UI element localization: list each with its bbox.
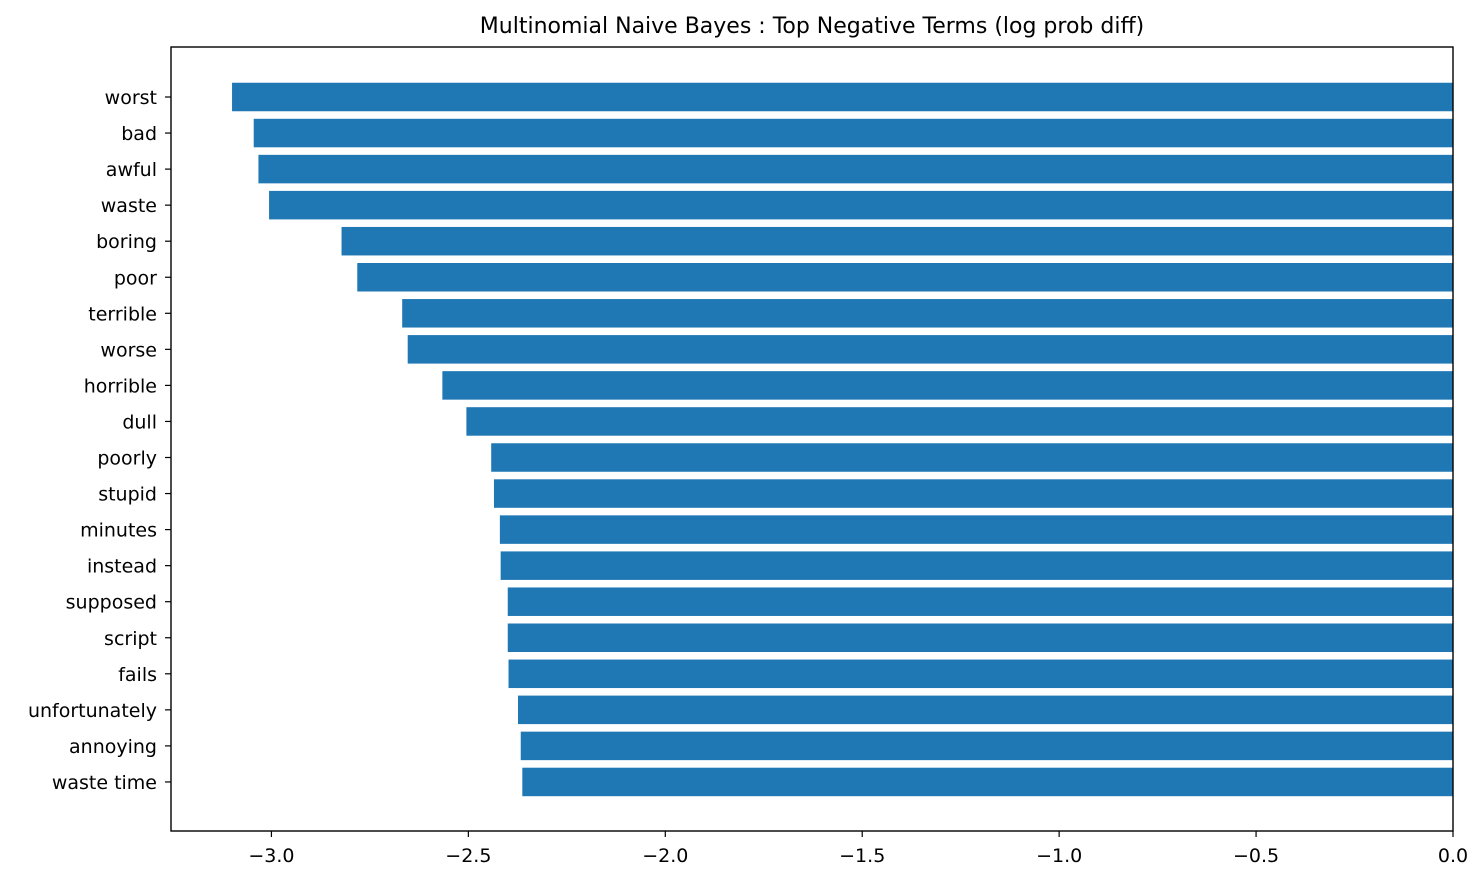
y-tick-label: script [104, 628, 157, 650]
bar-minutes [499, 515, 1453, 544]
x-tick-label: −2.5 [445, 845, 491, 867]
bar-awful [258, 154, 1454, 184]
y-tick-label: poor [114, 267, 157, 289]
bar-fails [508, 659, 1453, 689]
y-tick-label: horrible [84, 375, 157, 397]
x-tick-label: −0.5 [1233, 845, 1279, 867]
bar-annoying [520, 731, 1453, 761]
bar-terrible [402, 299, 1453, 328]
bar-waste [269, 190, 1453, 220]
bar-dull [466, 407, 1453, 436]
bar-waste-time [522, 767, 1453, 797]
x-axis: −3.0 −2.5 −2.0 −1.5 −1.0 −0.5 0.0 [248, 831, 1468, 867]
bar-unfortunately [517, 695, 1453, 725]
bar-poor [357, 263, 1453, 292]
bar-supposed [507, 587, 1453, 616]
bar-worst [232, 82, 1454, 112]
bar-horrible [442, 371, 1453, 400]
y-tick-label: waste [101, 195, 157, 217]
bars-layer [232, 82, 1454, 797]
y-tick-label: stupid [98, 484, 157, 506]
bar-script [507, 623, 1453, 652]
chart-title: Multinomial Naive Bayes : Top Negative T… [480, 14, 1144, 39]
y-tick-label: bad [121, 123, 157, 145]
y-tick-label: minutes [80, 520, 157, 542]
y-tick-label: worst [105, 87, 157, 109]
bar-bad [253, 118, 1453, 148]
y-tick-label: waste time [52, 772, 157, 794]
y-tick-label: poorly [97, 448, 157, 470]
y-tick-label: dull [122, 411, 157, 433]
bar-worse [407, 335, 1453, 364]
bar-instead [500, 551, 1454, 580]
plot-frame [170, 46, 1454, 832]
x-tick-label: −1.5 [839, 845, 885, 867]
y-tick-label: terrible [88, 303, 157, 325]
y-tick-label: worse [100, 339, 157, 361]
y-tick-label: supposed [66, 592, 157, 614]
bar-poorly [491, 443, 1454, 472]
bar-boring [341, 226, 1453, 256]
y-tick-label: boring [96, 231, 157, 253]
x-tick-label: −2.0 [642, 845, 688, 867]
x-tick-label: −3.0 [248, 845, 294, 867]
y-tick-label: awful [106, 159, 157, 181]
y-tick-label: fails [118, 664, 157, 686]
x-tick-label: −1.0 [1036, 845, 1082, 867]
y-tick-label: unfortunately [28, 700, 157, 722]
y-tick-label: annoying [69, 736, 157, 758]
bar-stupid [493, 479, 1453, 508]
y-tick-label: instead [87, 556, 157, 578]
x-tick-label: 0.0 [1438, 845, 1468, 867]
y-axis: worst bad awful waste boring poor terrible wors… [28, 87, 171, 794]
